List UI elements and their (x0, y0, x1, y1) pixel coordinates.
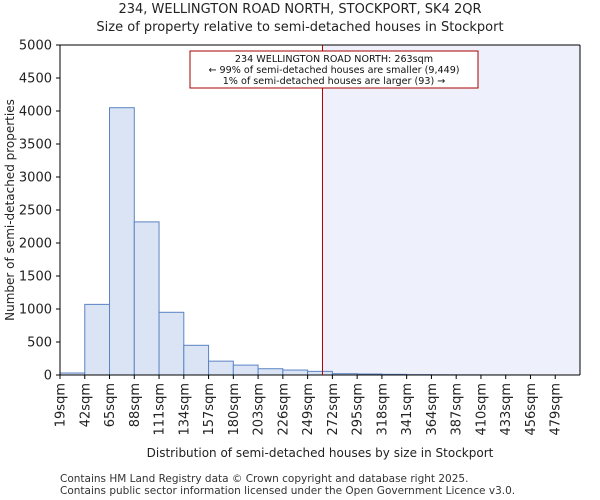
footer-licence: Contains public sector information licen… (60, 485, 516, 497)
x-tick-label: 295sqm (351, 383, 366, 436)
x-tick-label: 341sqm (400, 383, 415, 436)
x-tick-label: 364sqm (425, 383, 440, 436)
x-tick-label: 111sqm (153, 383, 168, 436)
chart-title: 234, WELLINGTON ROAD NORTH, STOCKPORT, S… (118, 2, 482, 17)
x-tick-label: 410sqm (474, 383, 489, 436)
bar-157sqm (208, 360, 234, 376)
bar-111sqm (158, 311, 185, 376)
x-tick-label: 42sqm (78, 383, 93, 427)
x-tick-label: 88sqm (128, 383, 143, 427)
bar-42sqm (84, 303, 111, 376)
y-tick-label: 5000 (19, 39, 52, 54)
x-tick-label: 318sqm (375, 383, 390, 436)
x-tick-label: 65sqm (103, 383, 118, 427)
bar-226sqm (282, 369, 309, 376)
annotation-line-3: 1% of semi-detached houses are larger (9… (223, 76, 446, 87)
x-tick-label: 433sqm (499, 383, 514, 436)
y-tick-label: 3500 (19, 138, 52, 153)
x-tick-label: 479sqm (549, 383, 564, 436)
x-tick-label: 157sqm (202, 383, 217, 436)
x-tick-label: 180sqm (227, 383, 242, 436)
y-tick-label: 4000 (19, 105, 52, 120)
footer-copyright: Contains HM Land Registry data © Crown c… (60, 473, 469, 485)
x-axis-label: Distribution of semi-detached houses by … (147, 446, 494, 460)
bar-203sqm (257, 368, 284, 376)
annotation-box (189, 50, 479, 89)
bar-180sqm (232, 364, 259, 376)
chart-subtitle: Size of property relative to semi-detach… (96, 20, 504, 35)
x-tick-label: 203sqm (252, 383, 267, 436)
bar-249sqm (307, 370, 333, 376)
y-tick-label: 2000 (19, 237, 52, 252)
y-tick-label: 1500 (19, 270, 52, 285)
annotation-line-2: ← 99% of semi-detached houses are smalle… (208, 65, 459, 76)
y-tick-label: 2500 (19, 204, 52, 219)
y-tick-label: 3000 (19, 171, 52, 186)
x-tick-label: 272sqm (326, 383, 341, 436)
x-tick-label: 134sqm (177, 383, 192, 436)
x-tick-label: 456sqm (524, 383, 539, 436)
annotation-line-1: 234 WELLINGTON ROAD NORTH: 263sqm (235, 54, 433, 65)
x-tick-label: 249sqm (301, 383, 316, 436)
bar-65sqm (109, 107, 135, 376)
x-tick-label: 226sqm (276, 383, 291, 436)
y-axis-label: Number of semi-detached properties (3, 99, 17, 321)
y-tick-label: 4500 (19, 72, 52, 87)
y-tick-label: 1000 (19, 303, 52, 318)
x-tick-label: 387sqm (450, 383, 465, 436)
y-tick-label: 0 (44, 369, 52, 384)
bar-134sqm (183, 344, 210, 376)
larger-region-highlight (322, 45, 580, 375)
y-tick-label: 500 (27, 336, 52, 351)
bar-88sqm (133, 221, 160, 376)
x-tick-label: 19sqm (54, 383, 69, 427)
